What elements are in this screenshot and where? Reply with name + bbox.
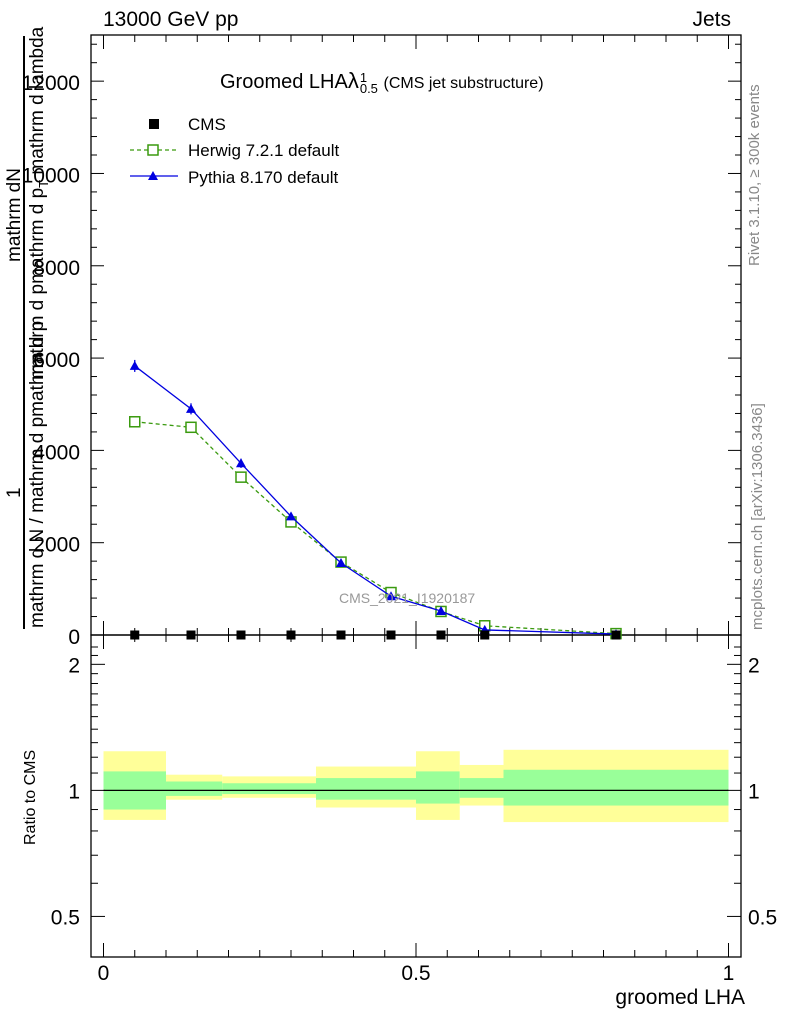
plot-title-note: (CMS jet substructure) <box>383 75 544 92</box>
plot-title-main: Groomed LHA <box>220 71 348 93</box>
ratio-ytick-label-left: 2 <box>68 654 80 677</box>
cms-point <box>611 630 621 640</box>
ratio-ytick-label-right: 1 <box>748 780 760 803</box>
herwig-point <box>235 471 247 483</box>
plot-title-sup: 1 <box>359 69 368 85</box>
ratio-inner-band-4 <box>416 771 460 804</box>
legend-herwig-label: Herwig 7.2.1 default <box>188 141 339 160</box>
series-layer <box>129 359 622 640</box>
header-category: Jets <box>692 8 731 31</box>
ratio-ytick-label-left: 0.5 <box>51 906 80 929</box>
y-title-outer-denominator: mathrm d N / mathrm d pmathrm d p <box>27 320 48 628</box>
cms-point <box>480 630 490 640</box>
ratio-inner-band-5 <box>459 778 504 798</box>
cms-point <box>186 630 196 640</box>
main-ytick-label: 10000 <box>22 164 80 187</box>
x-axis-title: groomed LHA <box>615 986 745 1009</box>
legend-cms-label: CMS <box>188 115 226 134</box>
pythia-point <box>436 606 446 615</box>
ratio-ytick-label-right: 0.5 <box>748 906 777 929</box>
herwig-line <box>134 421 617 635</box>
ratio-panel-axes <box>90 634 742 958</box>
plot-title-lambda: λ <box>347 68 359 93</box>
cms-point <box>236 630 246 640</box>
legend: CMS Herwig 7.2.1 default Pythia 8.170 defa… <box>130 115 339 187</box>
main-ytick-label: 12000 <box>22 72 80 95</box>
ratio-inner-band-1 <box>166 781 223 796</box>
cms-point <box>436 630 446 640</box>
cms-point <box>386 630 396 640</box>
herwig-point <box>185 421 197 434</box>
ratio-inner-band-3 <box>316 778 416 800</box>
legend-cms-marker <box>149 119 159 129</box>
main-ytick-label: 0 <box>68 626 80 649</box>
pythia-point <box>336 558 346 567</box>
main-ytick-label: 2000 <box>33 534 80 557</box>
ratio-ytick-label-left: 1 <box>68 780 80 803</box>
y-title-fraction-bar <box>23 36 25 629</box>
plot-title: Groomed LHAλ 1 0.5 (CMS jet substructure) <box>220 68 544 96</box>
rivet-note: Rivet 3.1.10, ≥ 300k events <box>746 84 763 266</box>
pythia-point <box>129 360 140 370</box>
ratio-xtick-label: 0 <box>98 962 110 985</box>
ratio-ytick-label-right: 2 <box>748 654 760 677</box>
pythia-point <box>236 458 246 468</box>
ratio-uncertainty-bands <box>103 749 729 823</box>
main-ytick-label: 8000 <box>33 257 80 280</box>
cms-point <box>130 630 140 640</box>
plot-title-sub: 0.5 <box>359 80 378 96</box>
cms-point <box>336 630 346 640</box>
analysis-watermark: CMS_2021_I1920187 <box>339 590 476 606</box>
legend-herwig-marker <box>147 144 159 156</box>
cms-point <box>286 630 296 640</box>
ratio-y-title: Ratio to CMS <box>22 749 39 845</box>
ratio-xtick-label: 1 <box>723 962 735 985</box>
main-ytick-label: 6000 <box>33 349 80 372</box>
ratio-xtick-label: 0.5 <box>401 962 430 985</box>
legend-pythia-label: Pythia 8.170 default <box>188 168 339 187</box>
pythia-point <box>286 511 296 521</box>
header-process: 13000 GeV pp <box>103 8 239 31</box>
mcplots-note: mcplots.cern.ch [arXiv:1306.3436] <box>749 403 766 630</box>
ratio-inner-band-2 <box>222 783 316 795</box>
pythia-point <box>186 403 196 413</box>
ratio-inner-band-6 <box>503 769 729 806</box>
main-ytick-label: 4000 <box>33 441 80 464</box>
legend-pythia-marker <box>148 171 158 180</box>
pythia-point <box>386 591 396 601</box>
herwig-point <box>129 416 141 428</box>
